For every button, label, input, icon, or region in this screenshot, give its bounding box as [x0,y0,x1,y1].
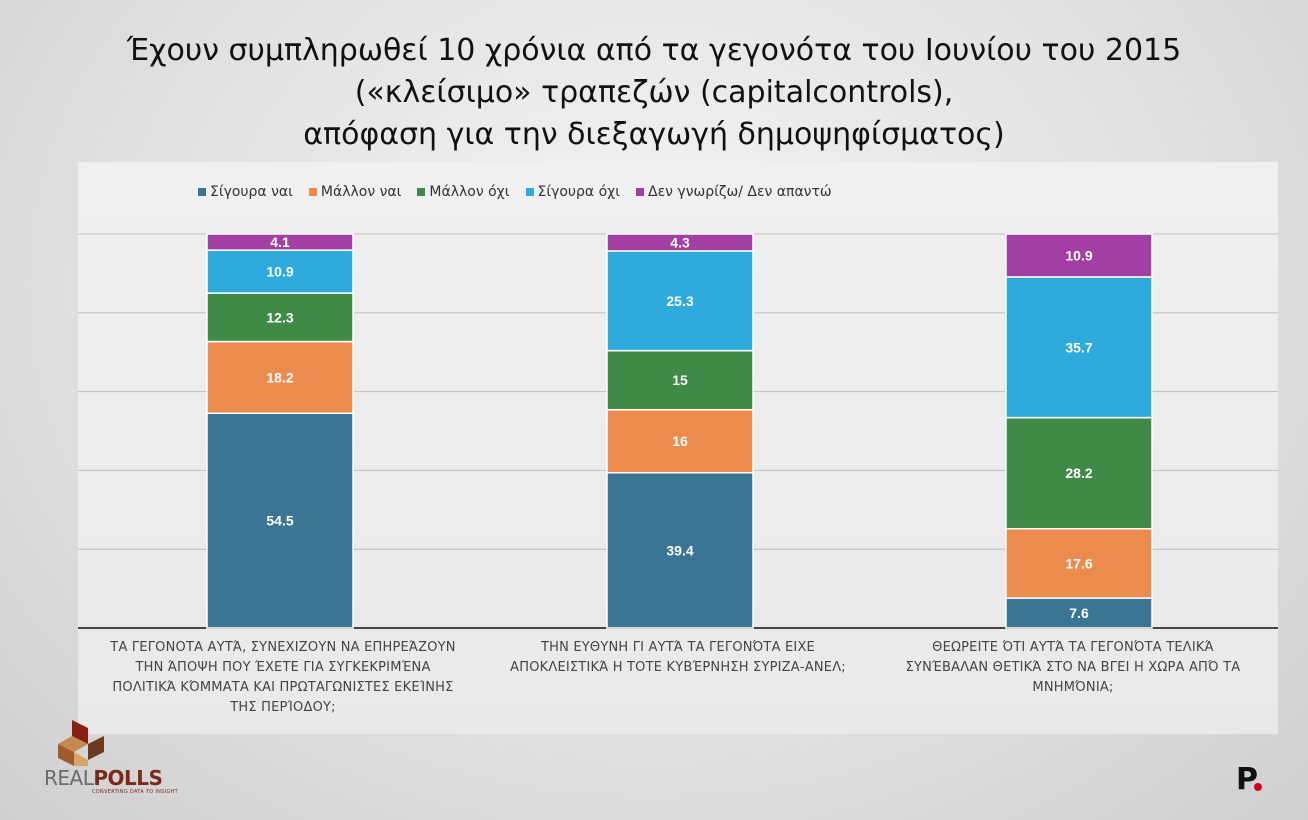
chart-panel: Σίγουρα ναι Μάλλον ναι Μάλλον όχι Σίγουρα ό… [78,162,1278,734]
category-label-line: ΤΗΣ ΠΕΡΊΟΔΟΥ; [230,700,336,715]
realpolls-logo-icon [58,720,104,766]
legend-label: Σίγουρα ναι [210,184,293,200]
legend-label: Δεν γνωρίζω/ Δεν απαντώ [648,184,832,200]
bar-segment [606,250,754,352]
category-label-1: ΤΑ ΓΕΓΟΝΟΤΑ ΑΥΤΆ, ΣΥΝΕΧΙΖΟΥΝ ΝΑ ΕΠΗΡΕΆΖΟ… [88,638,478,718]
bar-segment [206,233,354,251]
legend-swatch [417,188,426,196]
category-label-line: ΤΗΝ ΆΠΟΨΗ ΠΟΥ ΈΧΕΤΕ ΓΙΑ ΣΥΓΚΕΚΡΙΜΈΝΑ [135,660,431,675]
category-label-line: ΑΠΟΚΛΕΙΣΤΙΚΆ Η ΤΟΤΕ ΚΥΒΈΡΝΗΣΗ ΣΥΡΙΖΑ-ΑΝΕ… [510,660,846,675]
bar-segment [206,412,354,629]
data-label: 17.6 [1065,555,1092,571]
bar-segment [606,349,754,411]
data-label: 18.2 [266,369,293,385]
data-label: 7.6 [1069,605,1089,621]
legend-label: Μάλλον ναι [320,184,402,200]
category-label-2: ΤΗΝ ΕΥΘΥΝΗ ΓΙ ΑΥΤΆ ΤΑ ΓΕΓΟΝΌΤΑ ΕΙΧΕ ΑΠΟΚΛ… [483,638,873,678]
legend: Σίγουρα ναι Μάλλον ναι Μάλλον όχι Σίγουρα ό… [198,184,832,200]
chart-title: Έχουν συμπληρωθεί 10 χρόνια από τα γεγον… [0,30,1308,156]
category-label-line: ΘΕΩΡΕΙΤΕ ΌΤΙ ΑΥΤΆ ΤΑ ΓΕΓΟΝΌΤΑ ΤΕΛΙΚΆ [932,640,1214,655]
data-label: 28.2 [1065,465,1092,481]
data-label: 10.9 [266,264,293,280]
legend-item-2: Μάλλον ναι [308,184,402,200]
data-label: 4.1 [270,234,290,250]
category-label-line: ΣΥΝΈΒΑΛΑΝ ΘΕΤΙΚΆ ΣΤΟ ΝΑ ΒΓΕΙ Η ΧΩΡΑ ΑΠΌ … [905,660,1241,675]
bar-segment [1005,597,1153,629]
legend-item-3: Μάλλον όχι [417,184,510,200]
legend-label: Μάλλον όχι [429,184,510,200]
logo-wordmark: REALPOLLS [44,766,163,790]
legend-item-5: Δεν γνωρίζω/ Δεν απαντώ [636,184,832,200]
bar-segment [606,472,754,629]
bar-segment [206,292,354,343]
bar-segment [606,408,754,474]
data-label: 25.3 [666,293,693,309]
legend-label: Σίγουρα όχι [537,184,621,200]
data-label: 15 [672,372,688,388]
bar-segment [1005,276,1153,419]
data-label: 16 [672,433,688,449]
legend-swatch [525,188,534,196]
data-label: 10.9 [1065,247,1092,263]
data-label: 12.3 [266,309,293,325]
bar-segment [206,340,354,415]
title-line-3: απόφαση για την διεξαγωγή δημοψηφίσματος… [303,117,1005,152]
category-label-line: ΤΗΝ ΕΥΘΥΝΗ ΓΙ ΑΥΤΆ ΤΑ ΓΕΓΟΝΌΤΑ ΕΙΧΕ [541,640,815,655]
legend-swatch [198,188,206,196]
bar-segment [606,233,754,252]
logo-part-real: REAL [44,766,94,790]
legend-swatch [308,188,317,196]
data-label: 4.3 [670,234,690,250]
corner-brand-dot-icon [1254,783,1262,791]
data-label: 35.7 [1065,339,1092,355]
corner-brand-mark: P [1236,762,1258,797]
legend-item-1: Σίγουρα ναι [198,184,293,200]
title-line-2: («κλείσιμο» τραπεζών (capitalcontrols), [354,75,954,110]
category-label-3: ΘΕΩΡΕΙΤΕ ΌΤΙ ΑΥΤΆ ΤΑ ΓΕΓΟΝΌΤΑ ΤΕΛΙΚΆ ΣΥΝΈ… [878,638,1268,698]
logo-part-polls: POLLS [93,766,163,790]
bar-segment [206,249,354,294]
data-label: 39.4 [666,542,693,558]
bar-segment [1005,416,1153,530]
title-line-1: Έχουν συμπληρωθεί 10 χρόνια από τα γεγον… [126,33,1182,68]
category-label-line: ΤΑ ΓΕΓΟΝΟΤΑ ΑΥΤΆ, ΣΥΝΕΧΙΖΟΥΝ ΝΑ ΕΠΗΡΕΆΖΟ… [110,640,456,655]
legend-swatch [636,188,644,196]
stacked-bar-chart: 54.5 18.2 12.3 10.9 4.1 39.4 16 15 25.3 4.3 7.6 17.… [78,233,1278,629]
logo-tagline: CONVERTING DATA TO INSIGHT [92,789,178,795]
data-label: 54.5 [266,513,293,529]
legend-item-4: Σίγουρα όχι [525,184,621,200]
category-label-line: ΜΝΗΜΌΝΙΑ; [1032,680,1114,695]
bar-segment [1005,233,1153,278]
category-label-line: ΠΟΛΙΤΙΚΆ ΚΌΜΜΑΤΑ ΚΑΙ ΠΡΩΤΑΓΩΝΙΣΤΕΣ ΕΚΕΊΝ… [112,680,454,695]
